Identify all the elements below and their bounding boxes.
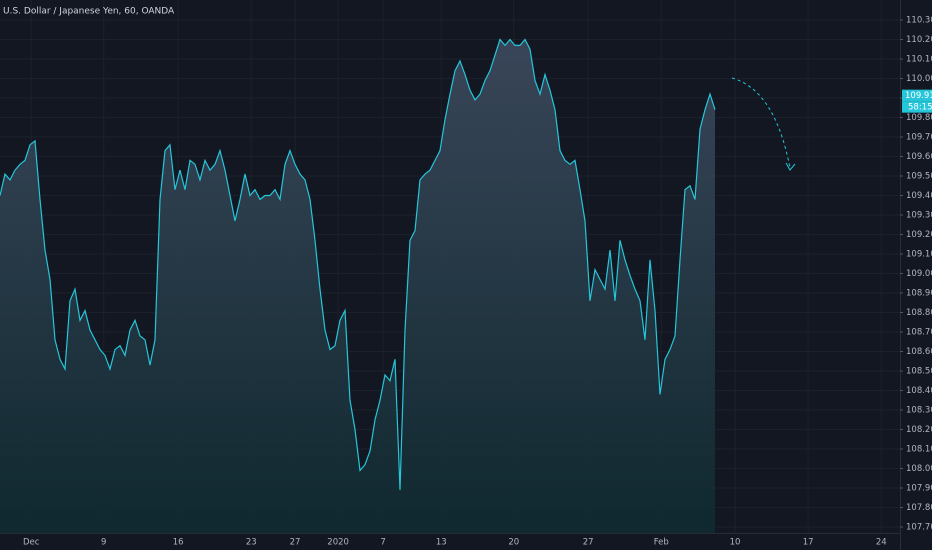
projection-arrow <box>731 77 791 169</box>
y-tick-label: 107.800 <box>906 503 932 513</box>
y-tick-label: 108.800 <box>906 308 932 318</box>
area-fill <box>0 39 715 533</box>
y-tick-label: 108.700 <box>906 328 932 338</box>
x-tick-label: 24 <box>876 537 887 547</box>
y-tick-label: 108.100 <box>906 445 932 455</box>
y-tick-label: 109.000 <box>906 269 932 279</box>
x-tick-label: Feb <box>654 537 669 547</box>
current-price-box <box>902 89 932 102</box>
y-tick-label: 108.000 <box>906 464 932 474</box>
projection-arrow-head <box>785 162 796 171</box>
x-tick-label: 16 <box>173 537 184 547</box>
chart-title: U.S. Dollar / Japanese Yen, 60, OANDA <box>3 7 175 17</box>
countdown-box <box>902 101 932 113</box>
countdown-label: 58:15 <box>908 103 932 113</box>
y-tick-label: 109.700 <box>906 133 932 143</box>
y-tick-label: 109.800 <box>906 113 932 123</box>
y-tick-label: 107.700 <box>906 523 932 533</box>
y-tick-label: 110.100 <box>906 55 932 65</box>
y-tick-label: 109.600 <box>906 152 932 162</box>
y-tick-label: 110.000 <box>906 74 932 84</box>
y-tick-label: 107.900 <box>906 484 932 494</box>
price-line <box>0 38 716 490</box>
current-price-label: 109.912 <box>905 91 932 101</box>
y-tick-label: 108.500 <box>906 367 932 377</box>
y-tick-label: 108.900 <box>906 289 932 299</box>
y-tick-label: 109.200 <box>906 230 932 240</box>
y-tick-label: 109.100 <box>906 250 932 260</box>
y-tick-label: 108.400 <box>906 386 932 396</box>
y-tick-label: 109.500 <box>906 172 932 182</box>
y-tick-label: 110.200 <box>906 35 932 45</box>
x-tick-label: Dec <box>23 537 40 547</box>
x-tick-label: 27 <box>583 537 594 547</box>
x-tick-label: 20 <box>508 537 519 547</box>
y-tick-label: 109.300 <box>906 211 932 221</box>
y-tick-label: 108.600 <box>906 347 932 357</box>
x-tick-label: 2020 <box>327 537 349 547</box>
x-tick-label: 9 <box>101 537 106 547</box>
x-tick-label: 7 <box>380 537 385 547</box>
x-tick-label: 13 <box>436 537 447 547</box>
y-tick-label: 108.300 <box>906 406 932 416</box>
y-tick-label: 108.200 <box>906 425 932 435</box>
plot <box>0 38 716 533</box>
x-tick-label: 10 <box>730 537 741 547</box>
y-tick-label: 110.300 <box>906 16 932 26</box>
y-tick-label: 109.400 <box>906 191 932 201</box>
x-tick-label: 27 <box>290 537 301 547</box>
x-tick-label: 23 <box>246 537 257 547</box>
x-tick-label: 17 <box>803 537 814 547</box>
